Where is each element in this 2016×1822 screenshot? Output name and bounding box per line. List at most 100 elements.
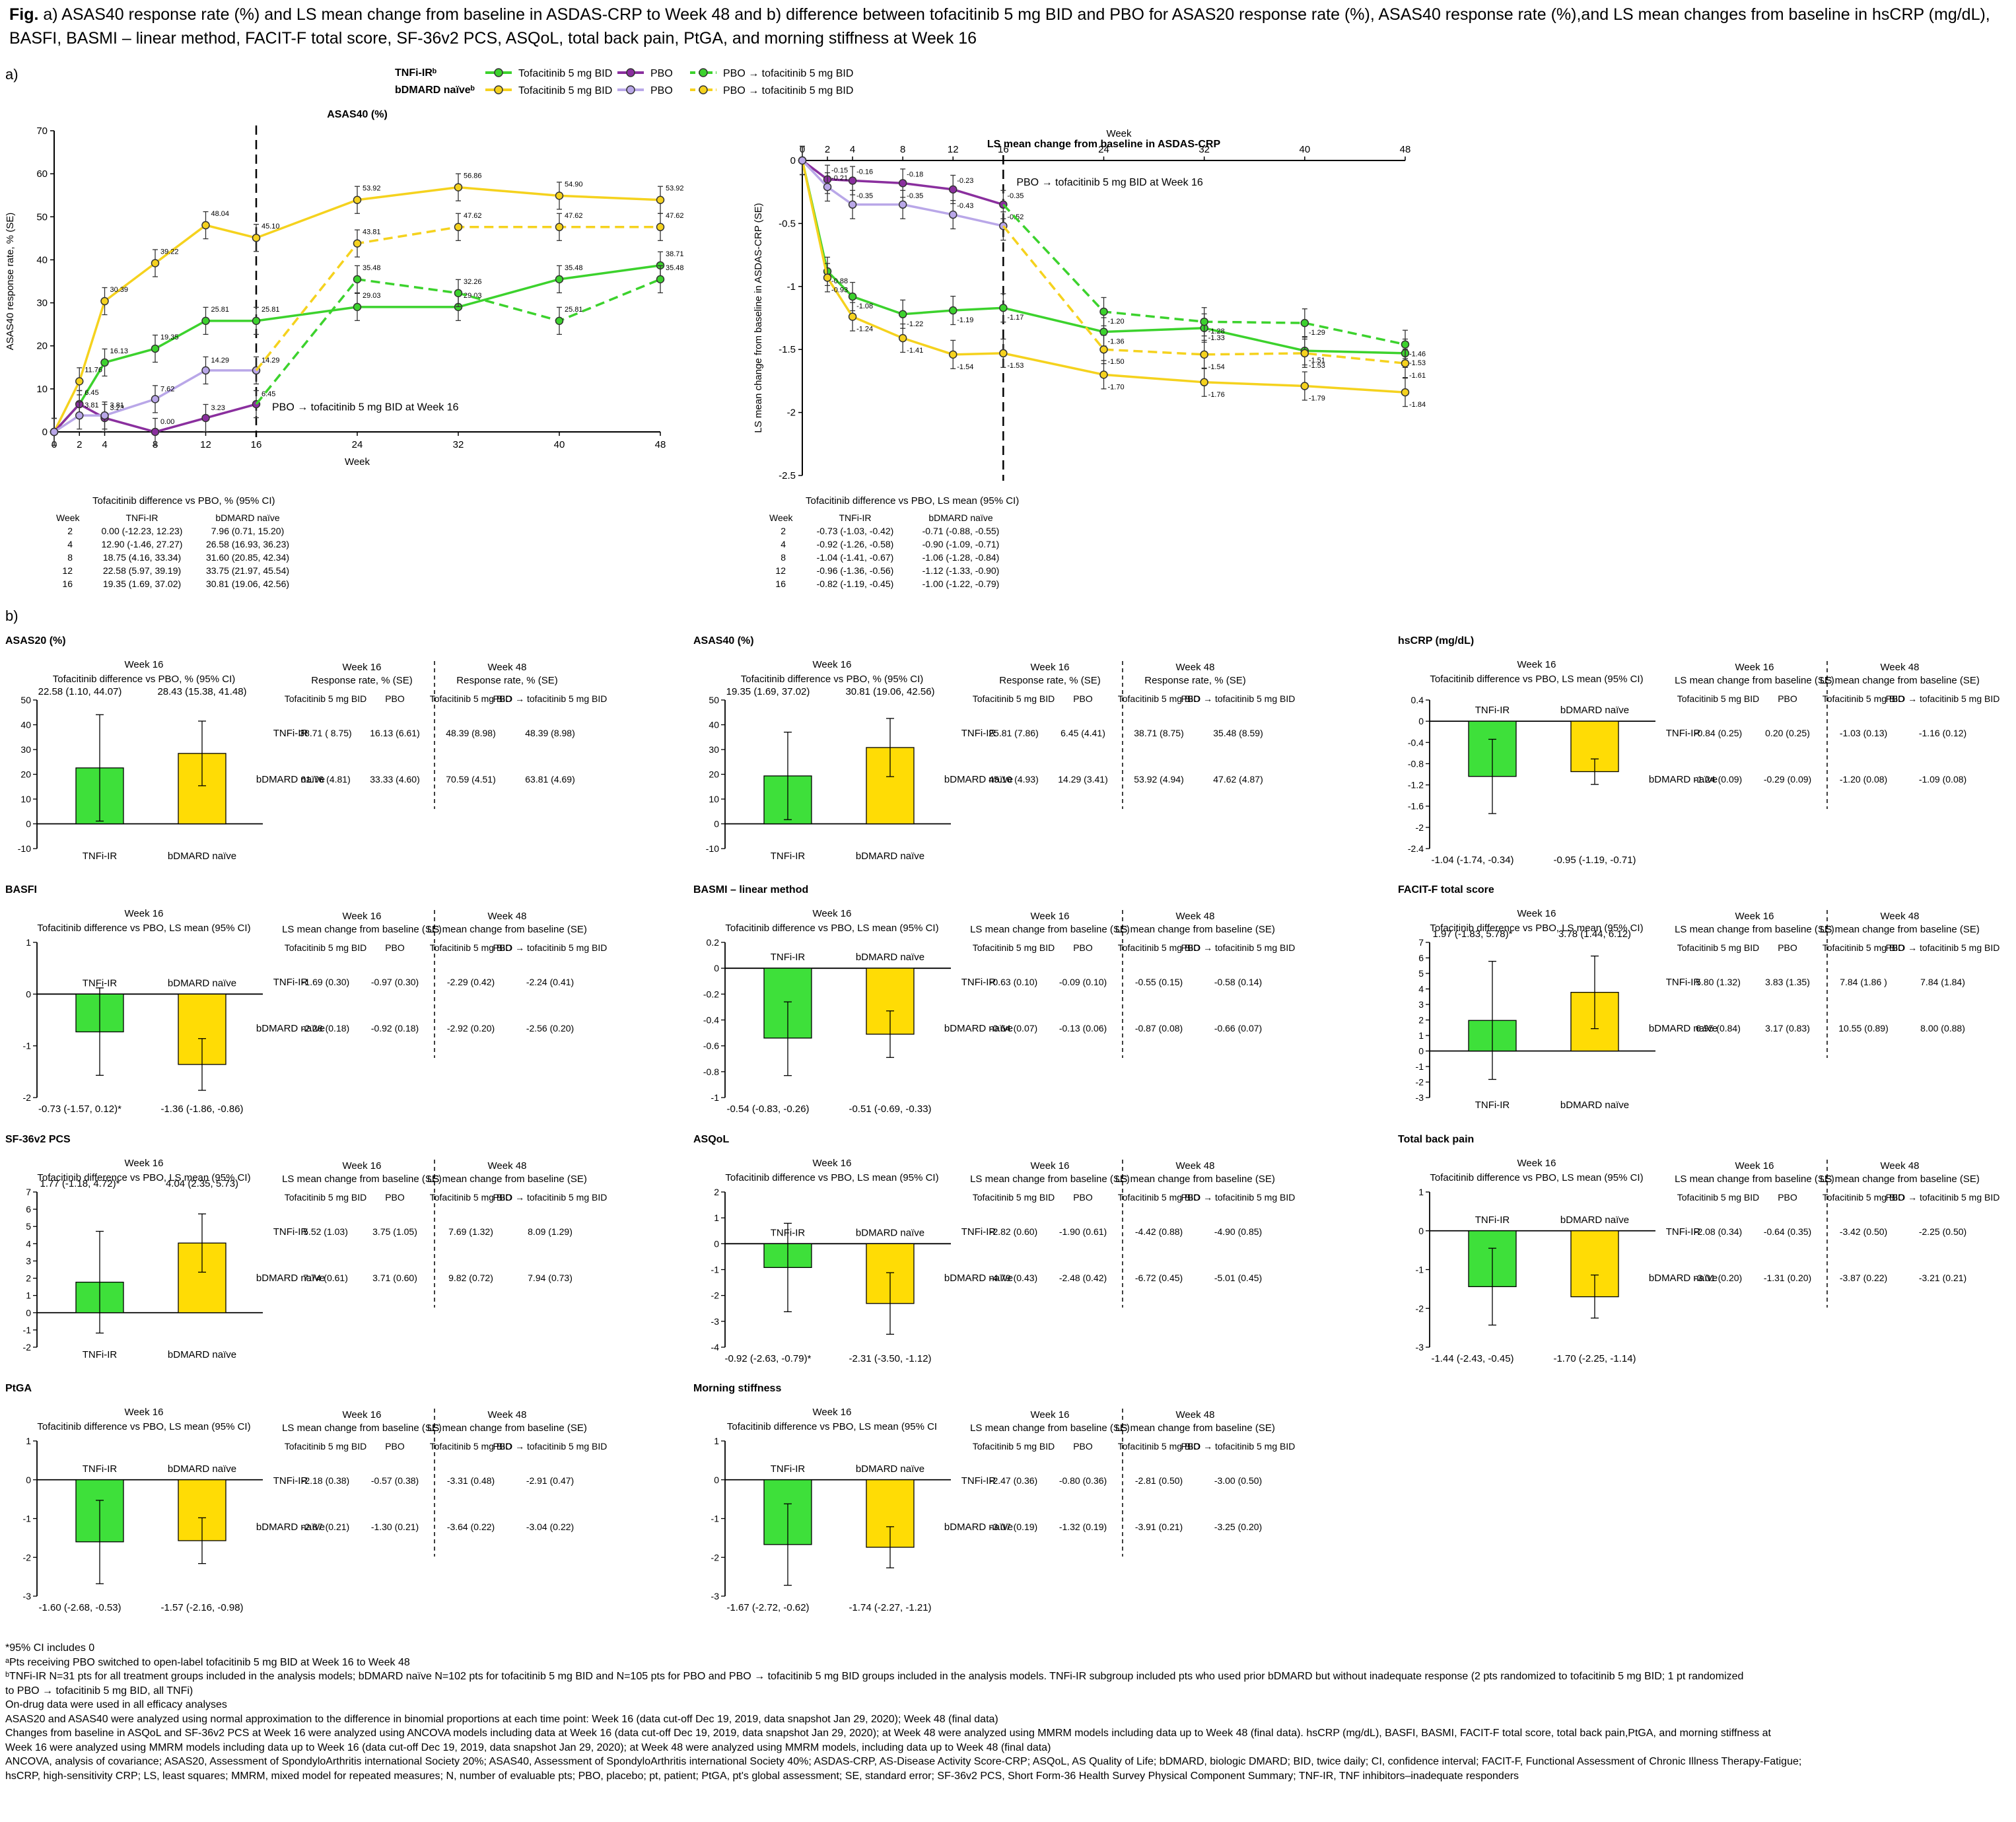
ci-table-cell: -0.82 (-1.19, -0.45) — [817, 578, 894, 589]
y-tick-label: 0 — [26, 1475, 31, 1485]
y-tick-label: 40 — [20, 720, 31, 730]
y-tick-label: -2 — [1416, 822, 1424, 833]
tbl-col-header: Tofacitinib 5 mg BID — [1677, 942, 1760, 953]
data-point — [555, 223, 564, 232]
ci-table-cell: -0.71 (-0.88, -0.55) — [922, 526, 1000, 536]
tbl-col-header: PBO → tofacitinib 5 mg BID — [1886, 942, 2000, 953]
tbl-row-label: bDMARD naïve — [256, 1522, 325, 1533]
tbl-cell: -2.48 (0.42) — [1059, 1273, 1107, 1283]
line-chart-0: ASAS40 (%)010203040506070024812162432404… — [5, 109, 684, 589]
y-tick-label: 60 — [36, 168, 48, 180]
tbl-week16: Week 16 — [1031, 1409, 1070, 1420]
legend: TNFi-IRᵇ bDMARD naïveᵇ Tofacitinib 5 mg BI… — [395, 67, 853, 96]
y-tick-label: -0.6 — [703, 1041, 719, 1051]
y-tick-label: 2 — [1418, 1015, 1424, 1026]
tbl-cell: -0.55 (0.15) — [1135, 977, 1183, 987]
bar-panel-5: FACIT-F total score Week 16 Tofacitinib di… — [1398, 884, 1999, 1111]
tbl-cell: 7.74 (0.61) — [303, 1273, 348, 1283]
tbl-cell: -1.24 (0.09) — [1694, 774, 1742, 785]
x-tick-label: 12 — [200, 439, 211, 450]
series-line — [53, 402, 257, 433]
data-point — [454, 223, 463, 232]
category-label: TNFi-IR — [83, 1349, 118, 1360]
tbl-col-header: Tofacitinib 5 mg BID — [430, 942, 512, 953]
panel-title: Morning stiffness — [693, 1383, 781, 1394]
ci-table-week: 16 — [775, 578, 786, 589]
data-label: -1.79 — [1309, 395, 1325, 403]
tbl-week48: Week 48 — [1176, 1160, 1215, 1172]
footnote-line: ASAS20 and ASAS40 were analyzed using no… — [5, 1713, 998, 1725]
ci-label: 3.78 (1.44, 6.12) — [1558, 929, 1631, 940]
tbl-cell: -3.01 (0.20) — [1694, 1273, 1742, 1283]
footnote-line: On-drug data were used in all efficacy a… — [5, 1699, 227, 1710]
panel-b-label: b) — [5, 608, 18, 624]
tbl-week48: Week 48 — [488, 1409, 527, 1420]
tbl-row-label: bDMARD naïve — [1649, 1273, 1718, 1284]
data-point — [555, 316, 564, 326]
y-tick-label: -0.2 — [703, 989, 719, 999]
tbl-cell: -0.63 (0.10) — [990, 977, 1037, 987]
tbl-cell: 14.29 (3.41) — [1058, 774, 1108, 785]
tbl-cell: -1.69 (0.30) — [302, 977, 349, 987]
tbl-cell: -1.30 (0.21) — [371, 1522, 419, 1532]
data-label: 35.48 — [666, 264, 684, 272]
ci-table-header: Week — [56, 512, 81, 523]
data-point — [1099, 370, 1108, 379]
ci-table-header: bDMARD naïve — [928, 512, 992, 523]
x-tick-label: 32 — [453, 439, 464, 450]
y-tick-label: -0.8 — [1408, 758, 1424, 769]
data-point — [949, 306, 957, 315]
ci-table-cell: 31.60 (20.85, 42.34) — [206, 552, 289, 563]
data-point — [999, 303, 1008, 312]
y-tick-label: 0 — [714, 819, 719, 829]
legend-marker — [699, 68, 708, 77]
data-point — [1200, 317, 1208, 326]
data-point — [201, 316, 210, 326]
tbl-col-header: Tofacitinib 5 mg BID — [430, 1192, 512, 1203]
tbl-week48: Week 48 — [1881, 1160, 1920, 1172]
tbl-cell: 5.80 (1.32) — [1696, 977, 1741, 987]
tbl-row-label: TNFi-IR — [961, 977, 996, 988]
data-label: 39.22 — [160, 248, 179, 256]
y-tick-label: -1.2 — [1408, 780, 1424, 790]
data-label: 32.26 — [464, 278, 482, 286]
chart-title: ASAS40 (%) — [327, 109, 388, 120]
y-tick-label: 0 — [714, 1238, 719, 1249]
data-point — [1401, 359, 1410, 368]
tbl-week48-sub: LS mean change from baseline (SE) — [427, 1422, 587, 1434]
category-label: TNFi-IR — [771, 952, 806, 963]
y-tick-label: 0 — [1418, 716, 1424, 726]
tbl-col-header: PBO → tofacitinib 5 mg BID — [493, 693, 608, 704]
y-tick-label: -2 — [1416, 1303, 1424, 1314]
data-point — [1300, 318, 1309, 328]
bar-panel-1: ASAS40 (%) Week 16 Tofacitinib difference … — [693, 635, 1295, 862]
tbl-week16-sub: LS mean change from baseline (SE) — [970, 924, 1130, 935]
bar-panel-9: PtGA Week 16 Tofacitinib difference vs PBO… — [5, 1383, 607, 1613]
data-label: -0.23 — [957, 177, 973, 185]
panel-subtitle: Tofacitinib difference vs PBO, LS mean (… — [725, 1172, 938, 1183]
tbl-col-header: PBO — [1778, 942, 1797, 953]
tbl-cell: -0.64 (0.07) — [990, 1023, 1037, 1034]
legend-row2-label: bDMARD naïveᵇ — [395, 85, 475, 96]
y-tick-label: 50 — [36, 211, 48, 223]
x-axis-label: Week — [1106, 128, 1132, 139]
chart-title: LS mean change from baseline in ASDAS-CR… — [987, 139, 1221, 150]
x-tick-label: 4 — [102, 439, 107, 450]
data-point — [1200, 350, 1208, 359]
data-label: -1.36 — [1108, 337, 1125, 345]
data-point — [75, 411, 84, 420]
data-label: 16.13 — [110, 347, 129, 355]
tbl-cell: -1.32 (0.19) — [1059, 1522, 1107, 1532]
tbl-cell: -0.97 (0.30) — [371, 977, 419, 987]
line-chart-1: LS mean change from baseline in ASDAS-CR… — [753, 128, 1426, 589]
legend-item-label: PBO → tofacitinib 5 mg BID — [723, 85, 853, 96]
tbl-week48-sub: LS mean change from baseline (SE) — [1115, 924, 1275, 935]
tbl-cell: -2.18 (0.38) — [302, 1475, 349, 1486]
category-label: bDMARD naïve — [856, 952, 924, 963]
data-point — [100, 297, 109, 306]
ci-label: -1.36 (-1.86, -0.86) — [160, 1104, 243, 1115]
y-tick-label: 0 — [1418, 1046, 1424, 1057]
y-tick-label: -1.6 — [1408, 801, 1424, 812]
series-line — [1002, 225, 1406, 365]
data-point — [151, 259, 160, 267]
